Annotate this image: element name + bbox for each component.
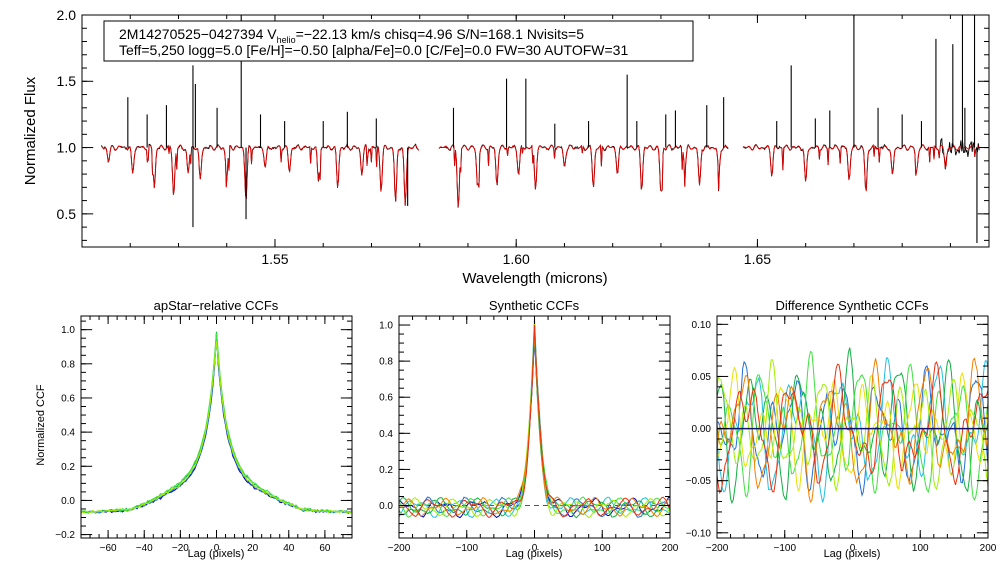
synthetic-ccf-series-2	[399, 324, 670, 518]
spectrum-axes-frame	[81, 14, 990, 248]
apstar-ccf-ticks: −60 −40 −20 0 20 40 60 −0.2 0.0 0.2 0.4 0.6 0.8 1.0	[55, 316, 353, 554]
apstar-ccf-y-tick-label: 0.4	[61, 428, 75, 439]
header-line-1: 2M14270525−0427394 Vhelio=−22.13 km/s ch…	[119, 26, 584, 45]
difference-ccf-title: Difference Synthetic CCFs	[776, 298, 929, 313]
difference-ccf-x-tick-label: 200	[980, 543, 997, 554]
model-spectrum-chip-3	[742, 143, 980, 192]
header-line-2: Teff=5,250 logg=5.0 [Fe/H]=−0.50 [alpha/…	[119, 42, 628, 58]
difference-ccf-series-6	[717, 366, 988, 492]
apstar-ccf-y-tick-label: 0.0	[61, 496, 75, 507]
synthetic-ccf-y-tick-label: 0.0	[379, 501, 393, 512]
header-v-subscript: helio	[277, 35, 296, 45]
header-info-box: 2M14270525−0427394 Vhelio=−22.13 km/s ch…	[103, 20, 694, 62]
synthetic-ccf-x-tick-label: −200	[388, 543, 411, 554]
difference-ccf-y-tick-label: −0.10	[686, 528, 712, 539]
spectrum-y-tick-label: 0.5	[57, 206, 77, 222]
apstar-ccf-x-tick-label: 60	[319, 543, 331, 554]
apstar-ccf-x-tick-label: −60	[100, 543, 117, 554]
difference-ccf-series-5	[717, 359, 988, 493]
spectrum-ticks: 1.55 1.60 1.65 0.5 1.0 1.5 2.0	[57, 7, 989, 267]
apstar-ccf-y-tick-label: 0.6	[61, 393, 75, 404]
header-velocity-stats: =−22.13 km/s chisq=4.96 S/N=168.1 Nvisit…	[296, 26, 585, 42]
header-box-frame	[103, 20, 694, 62]
synthetic-ccf-x-tick-label: 100	[594, 543, 611, 554]
apstar-ccf-x-tick-label: 0	[214, 543, 220, 554]
apstar-ccf-y-label: Normalized CCF	[35, 384, 47, 466]
apstar-ccf-series-1	[81, 333, 352, 514]
difference-ccf-y-tick-label: 0.10	[692, 320, 712, 331]
synthetic-ccf-y-tick-label: 0.8	[379, 357, 393, 368]
spectrum-y-tick-label: 1.5	[57, 73, 77, 89]
apstar-ccf-series-5	[81, 341, 352, 514]
apstar-ccf-y-tick-label: 0.2	[61, 462, 75, 473]
apstar-ccf-series-4	[81, 332, 352, 514]
synthetic-ccf-y-tick-label: 0.4	[379, 429, 393, 440]
difference-ccf-series-3	[717, 347, 988, 505]
header-star-id-velocity-prefix: 2M14270525−0427394 V	[119, 26, 277, 42]
apstar-ccf-x-tick-label: 40	[283, 543, 295, 554]
apstar-ccf-series-2	[81, 335, 352, 514]
spectrum-y-label: Normalized Flux	[22, 76, 39, 185]
difference-ccf-ticks: −200 −100 0 100 200 −0.10 −0.05 0.00 0.05 0.10	[686, 316, 997, 554]
difference-ccf-y-tick-label: −0.05	[686, 476, 712, 487]
synthetic-ccf-x-tick-label: 0	[532, 543, 538, 554]
difference-ccf-panel: Difference Synthetic CCFs −200 −100 0 100 20…	[686, 298, 997, 560]
apstar-ccf-x-label: Lag (pixels)	[188, 548, 245, 560]
apstar-ccf-x-tick-label: 20	[247, 543, 259, 554]
synthetic-ccf-ticks: −200 −100 0 100 200 0.0 0.2 0.4 0.6 0.8 1.0	[379, 316, 679, 554]
spectrum-plot-area	[100, 15, 980, 244]
apstar-ccf-plot-area	[81, 331, 352, 514]
synthetic-ccf-x-tick-label: 200	[662, 543, 679, 554]
apstar-ccf-axes-frame	[80, 315, 353, 539]
synthetic-ccf-panel: Synthetic CCFs −200 −100 0 100 200 0.0 0.2 0.4 0…	[379, 298, 679, 560]
difference-ccf-y-tick-label: 0.05	[692, 372, 712, 383]
synthetic-ccf-series-6	[399, 323, 670, 519]
apstar-ccf-x-tick-label: −40	[136, 543, 153, 554]
apstar-ccf-x-tick-label: −20	[172, 543, 189, 554]
model-spectrum-chip-1	[100, 144, 420, 206]
synthetic-ccf-plot-area	[399, 317, 670, 519]
synthetic-ccf-series-4	[399, 330, 670, 519]
apstar-ccf-y-tick-label: −0.2	[55, 530, 75, 541]
apstar-ccf-title: apStar−relative CCFs	[154, 298, 279, 313]
synthetic-ccf-y-tick-label: 0.2	[379, 465, 393, 476]
difference-ccf-x-tick-label: −200	[706, 543, 729, 554]
synthetic-ccf-title: Synthetic CCFs	[489, 298, 580, 313]
difference-ccf-x-tick-label: 0	[850, 543, 856, 554]
difference-ccf-series-7	[717, 357, 988, 503]
synthetic-ccf-y-tick-label: 0.6	[379, 393, 393, 404]
apstar-ccf-panel: apStar−relative CCFs −60 −40 −20 0 20 40 60 −0.…	[35, 298, 353, 560]
spectrum-x-tick-label: 1.55	[261, 251, 288, 267]
synthetic-ccf-series-7	[399, 331, 670, 517]
difference-ccf-x-tick-label: −100	[773, 543, 796, 554]
difference-ccf-series-8	[717, 361, 988, 495]
difference-ccf-y-tick-label: 0.00	[692, 424, 712, 435]
spectrum-x-tick-label: 1.60	[503, 251, 530, 267]
spectrum-panel: 1.55 1.60 1.65 0.5 1.0 1.5 2.0 Normalized Flux…	[22, 7, 990, 287]
synthetic-ccf-x-label: Lag (pixels)	[506, 548, 563, 560]
apstar-ccf-y-tick-label: 1.0	[61, 325, 75, 336]
difference-ccf-x-label: Lag (pixels)	[824, 548, 881, 560]
difference-ccf-series-2	[717, 357, 988, 503]
difference-ccf-plot-area	[717, 347, 988, 505]
synthetic-ccf-y-tick-label: 1.0	[379, 321, 393, 332]
difference-ccf-x-tick-label: 100	[912, 543, 929, 554]
difference-ccf-axes-frame	[716, 315, 989, 539]
apstar-ccf-y-tick-label: 0.8	[61, 359, 75, 370]
synthetic-ccf-x-tick-label: −100	[455, 543, 478, 554]
spectrum-y-tick-label: 2.0	[57, 7, 77, 23]
synthetic-ccf-series-1	[399, 336, 670, 519]
spectrum-x-tick-label: 1.65	[744, 251, 771, 267]
synthetic-ccf-series-5	[399, 329, 670, 518]
model-spectrum-chip-2	[438, 143, 729, 207]
spectrum-x-label: Wavelength (microns)	[462, 270, 607, 287]
spectrum-y-tick-label: 1.0	[57, 139, 77, 155]
synthetic-ccf-series-8	[399, 324, 670, 518]
apstar-ccf-series-3	[81, 331, 352, 513]
